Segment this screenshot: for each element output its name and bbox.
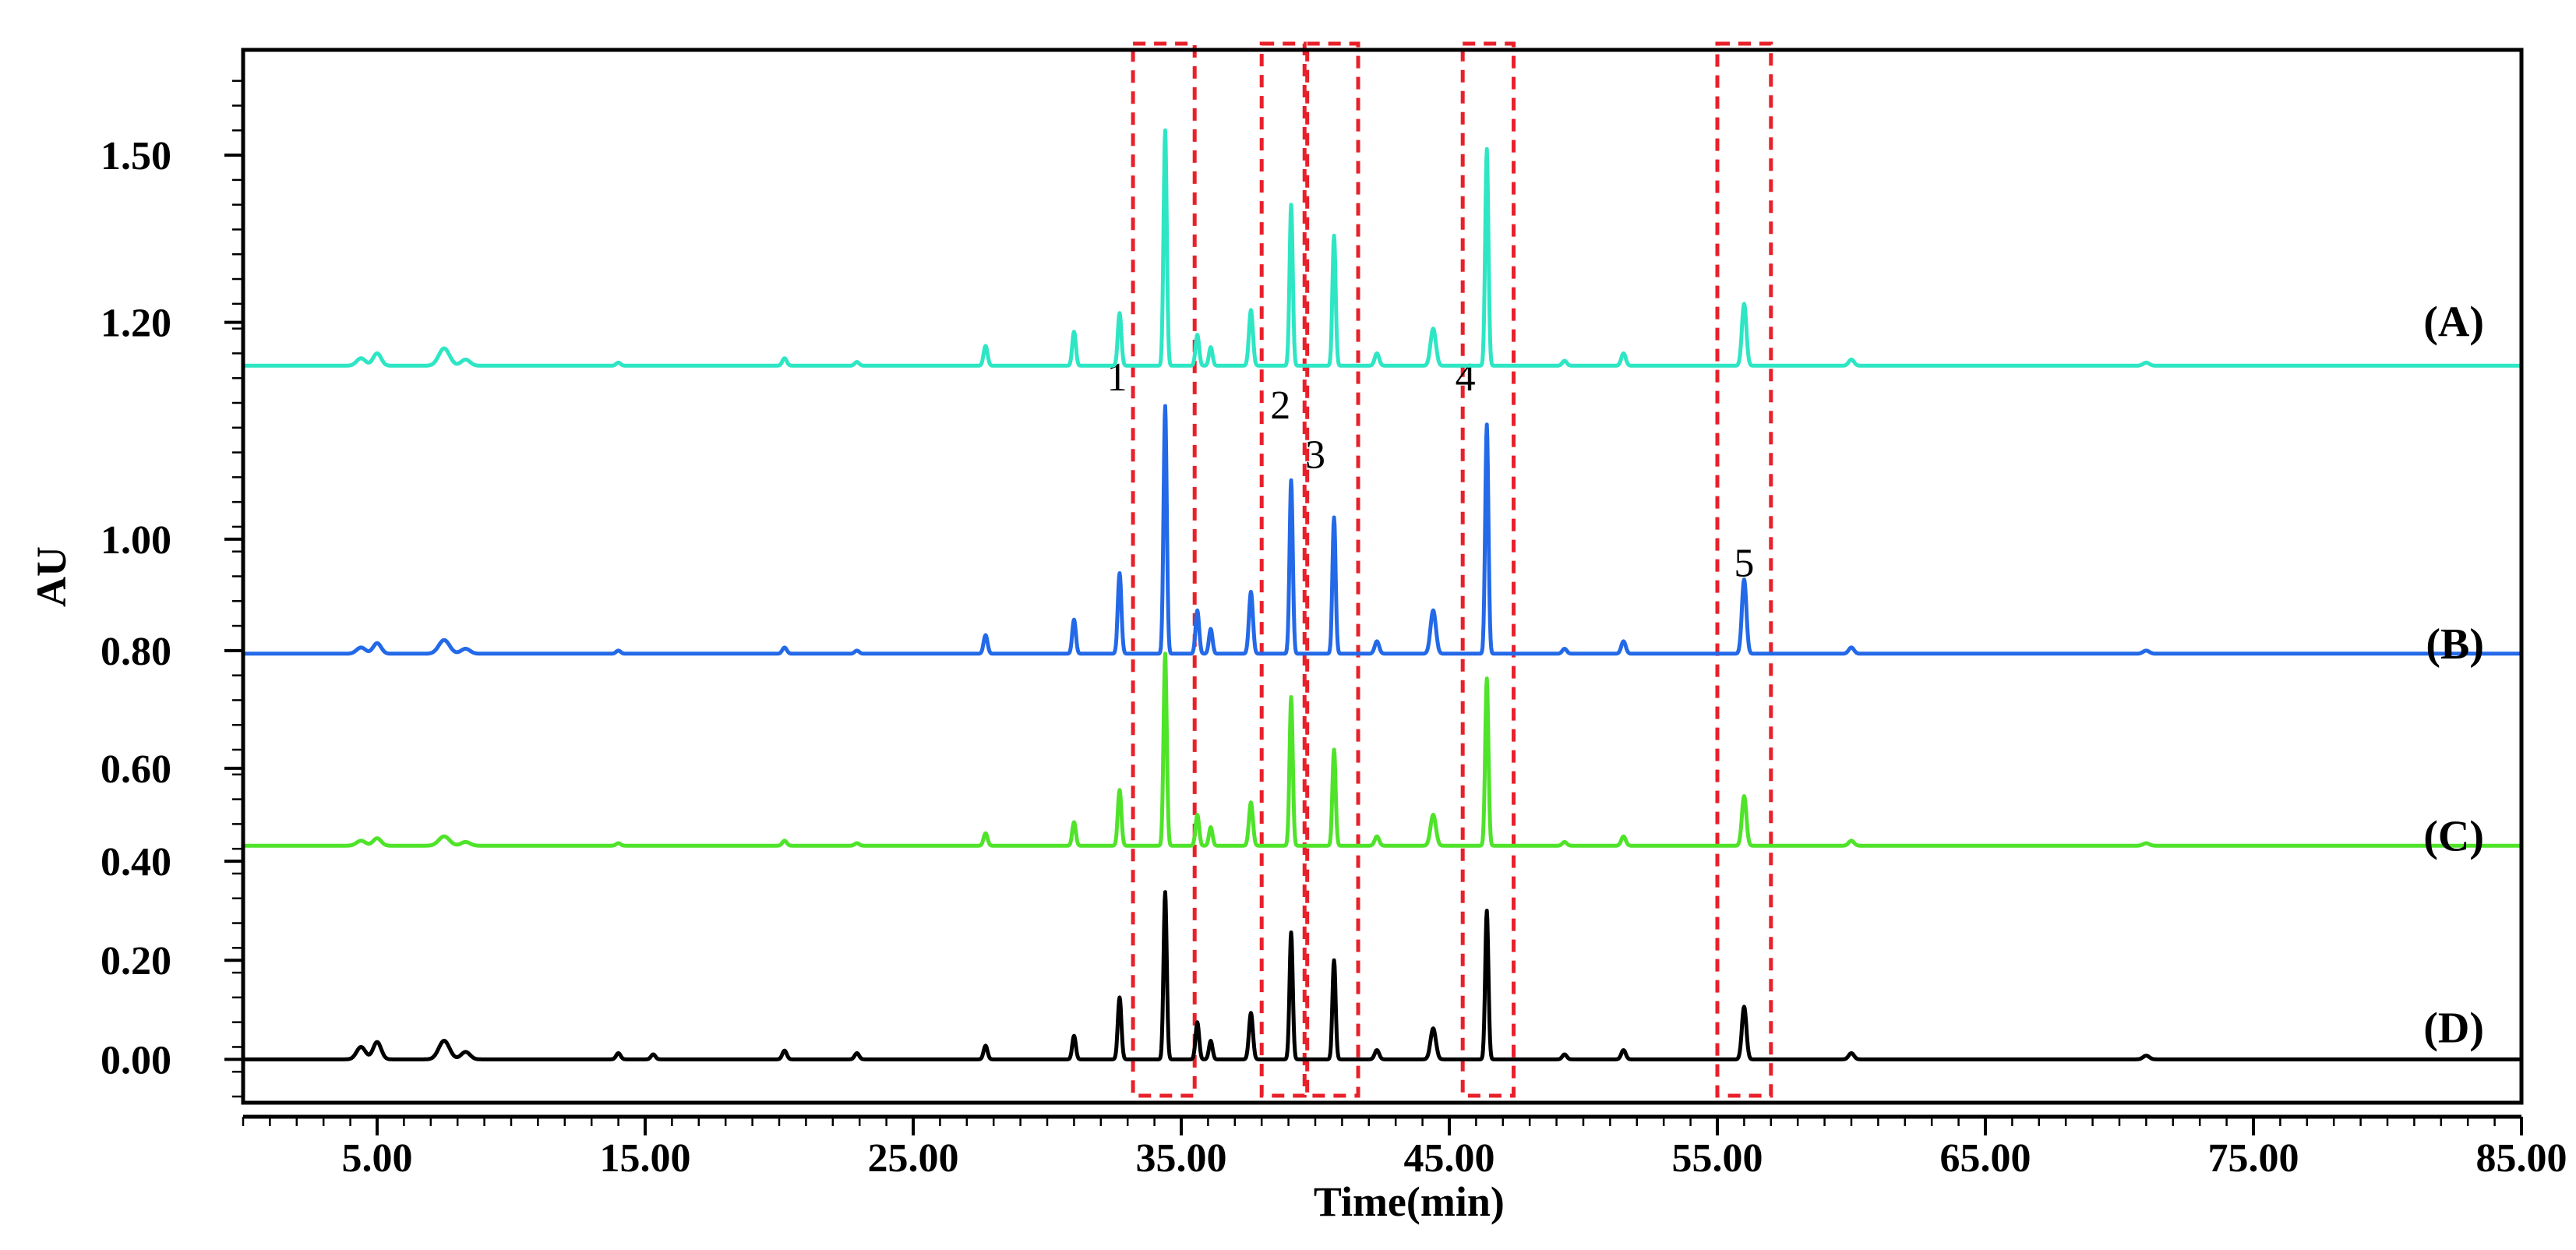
x-tick-label: 55.00: [1672, 1136, 1763, 1181]
x-tick-label: 65.00: [1940, 1136, 2031, 1181]
peak-window: [1715, 41, 1773, 1098]
peak-window: [1131, 41, 1197, 1098]
series-label: (A): [2423, 298, 2484, 347]
x-axis-title: Time(min): [1314, 1178, 1505, 1225]
x-tick-label: 75.00: [2208, 1136, 2299, 1181]
series-label: (D): [2423, 1005, 2484, 1053]
series-label: (B): [2426, 620, 2484, 669]
y-tick-label: 1.50: [101, 134, 171, 178]
series-line: [242, 128, 2523, 368]
series-line: [242, 890, 2523, 1061]
y-tick-label: 0.80: [101, 630, 171, 674]
plot-frame: [241, 48, 2524, 1105]
y-axis-title: AU: [28, 546, 75, 607]
series-line: [242, 651, 2523, 848]
series-label: (C): [2423, 812, 2484, 860]
y-tick-label: 0.00: [101, 1038, 171, 1082]
y-tick-label: 0.40: [101, 840, 171, 885]
series-line: [242, 404, 2523, 656]
x-tick-label: 5.00: [342, 1136, 413, 1181]
peak-window: [1305, 41, 1360, 1098]
x-tick-label: 85.00: [2476, 1136, 2567, 1181]
y-tick-label: 1.20: [101, 302, 171, 346]
labels: AU Time(min): [28, 546, 1505, 1225]
y-tick-label: 0.60: [101, 747, 171, 792]
x-tick-label: 15.00: [600, 1136, 691, 1181]
peak-number: 2: [1270, 383, 1290, 428]
x-tick-label: 25.00: [868, 1136, 959, 1181]
peak-number: 3: [1305, 433, 1325, 477]
x-tick-label: 35.00: [1136, 1136, 1227, 1181]
series-traces: (A) (B) (C) (D): [242, 128, 2523, 1061]
peak-window: [1259, 41, 1307, 1098]
peak-window: [1460, 41, 1516, 1098]
y-tick-label: 1.00: [101, 518, 171, 563]
axes: 5.00 15.00 25.00 35.00 45.00 55.00 65.00 75.00 8…: [101, 79, 2567, 1181]
y-tick-label: 0.20: [101, 939, 171, 983]
peak-number: 4: [1456, 355, 1476, 400]
x-tick-label: 45.00: [1404, 1136, 1495, 1181]
